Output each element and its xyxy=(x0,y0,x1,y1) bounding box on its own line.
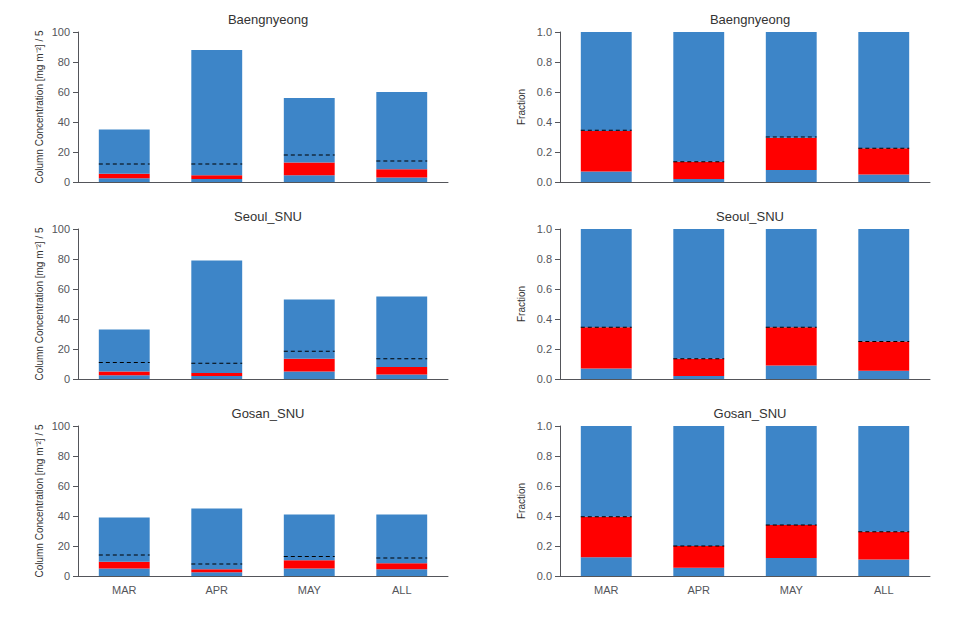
svg-text:100: 100 xyxy=(52,26,70,38)
svg-text:0.0: 0.0 xyxy=(537,373,552,385)
svg-text:0.2: 0.2 xyxy=(537,540,552,552)
svg-text:100: 100 xyxy=(52,420,70,432)
svg-text:60: 60 xyxy=(58,283,70,295)
svg-text:APR: APR xyxy=(205,584,228,596)
svg-text:0.0: 0.0 xyxy=(537,570,552,582)
svg-text:1.0: 1.0 xyxy=(537,26,552,38)
svg-text:0: 0 xyxy=(64,176,70,188)
svg-text:0.0: 0.0 xyxy=(537,176,552,188)
svg-text:0.4: 0.4 xyxy=(537,116,552,128)
svg-text:0.8: 0.8 xyxy=(537,450,552,462)
svg-text:20: 20 xyxy=(58,146,70,158)
svg-text:20: 20 xyxy=(58,343,70,355)
svg-text:80: 80 xyxy=(58,253,70,265)
svg-text:40: 40 xyxy=(58,116,70,128)
svg-text:ALL: ALL xyxy=(874,584,894,596)
svg-text:0.8: 0.8 xyxy=(537,253,552,265)
svg-text:Column Concentration [mg m⁻²]: Column Concentration [mg m⁻²] / 5 xyxy=(34,424,45,577)
svg-text:ALL: ALL xyxy=(392,584,412,596)
svg-text:80: 80 xyxy=(58,56,70,68)
svg-text:Baengnyeong: Baengnyeong xyxy=(228,12,308,27)
svg-text:0.6: 0.6 xyxy=(537,86,552,98)
svg-text:40: 40 xyxy=(58,313,70,325)
svg-text:Gosan_SNU: Gosan_SNU xyxy=(232,406,305,421)
svg-text:0: 0 xyxy=(64,373,70,385)
svg-text:Baengnyeong: Baengnyeong xyxy=(710,12,790,27)
svg-text:0.4: 0.4 xyxy=(537,510,552,522)
svg-text:Seoul_SNU: Seoul_SNU xyxy=(234,209,302,224)
svg-text:Column Concentration [mg m⁻²]: Column Concentration [mg m⁻²] / 5 xyxy=(34,30,45,183)
svg-text:MAR: MAR xyxy=(112,584,137,596)
svg-text:40: 40 xyxy=(58,510,70,522)
svg-text:60: 60 xyxy=(58,480,70,492)
svg-text:1.0: 1.0 xyxy=(537,420,552,432)
svg-text:Fraction: Fraction xyxy=(516,483,527,519)
svg-text:0.8: 0.8 xyxy=(537,56,552,68)
svg-text:MAY: MAY xyxy=(780,584,804,596)
svg-text:0.2: 0.2 xyxy=(537,343,552,355)
svg-text:Seoul_SNU: Seoul_SNU xyxy=(716,209,784,224)
svg-text:Fraction: Fraction xyxy=(516,89,527,125)
svg-text:20: 20 xyxy=(58,540,70,552)
svg-text:Gosan_SNU: Gosan_SNU xyxy=(714,406,787,421)
svg-text:Column Concentration [mg m⁻²]: Column Concentration [mg m⁻²] / 5 xyxy=(34,227,45,380)
svg-text:0.4: 0.4 xyxy=(537,313,552,325)
svg-text:80: 80 xyxy=(58,450,70,462)
svg-text:100: 100 xyxy=(52,223,70,235)
svg-text:Fraction: Fraction xyxy=(516,286,527,322)
svg-text:60: 60 xyxy=(58,86,70,98)
svg-text:0.6: 0.6 xyxy=(537,480,552,492)
svg-text:1.0: 1.0 xyxy=(537,223,552,235)
svg-text:0: 0 xyxy=(64,570,70,582)
svg-text:0.2: 0.2 xyxy=(537,146,552,158)
svg-text:MAR: MAR xyxy=(594,584,619,596)
svg-text:0.6: 0.6 xyxy=(537,283,552,295)
svg-text:APR: APR xyxy=(687,584,710,596)
svg-text:MAY: MAY xyxy=(298,584,322,596)
